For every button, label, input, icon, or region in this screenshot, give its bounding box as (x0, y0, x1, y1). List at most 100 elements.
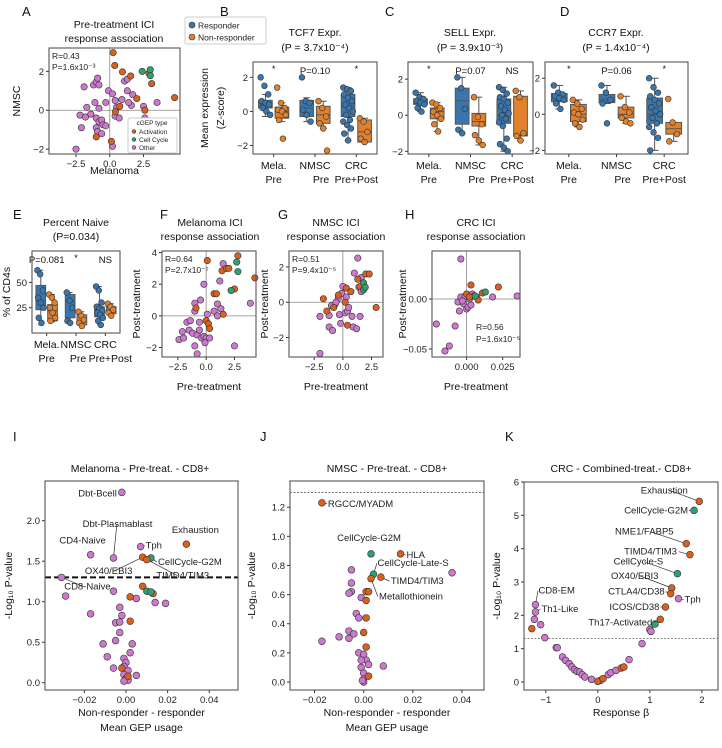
y-axis-label: -Log₁₀ P-value (246, 552, 258, 620)
category-label: Pre (70, 353, 87, 365)
panel-title: NMSC - Pre-treat. - CD8+ (327, 463, 447, 475)
y-tick-label: 2 (279, 262, 284, 273)
point-responder (497, 102, 505, 110)
category-label: CRC (94, 339, 117, 351)
point-other (335, 633, 343, 641)
point-responder (299, 106, 307, 113)
x-axis-label: Mean GEP usage (346, 722, 429, 734)
point-responder (458, 130, 466, 137)
point-responder (502, 115, 509, 123)
label-leader-line (61, 577, 84, 587)
category-label: NMSC (61, 339, 92, 351)
point-responder (455, 126, 462, 133)
point-other (467, 301, 475, 309)
point-other (118, 96, 126, 104)
point-other (103, 653, 111, 661)
labeled-point (686, 550, 694, 559)
point-responder (504, 99, 511, 106)
legend-title: cGEP type (137, 120, 168, 127)
point-other (191, 342, 199, 350)
point-other (455, 307, 463, 315)
category-label: Pre+Post (490, 174, 534, 186)
x-tick-label: 0.025 (491, 362, 515, 373)
axes-frame (44, 480, 239, 691)
point-activation (219, 310, 227, 318)
point-non-responder (275, 116, 283, 124)
point-non-responder (323, 147, 331, 154)
point-other (206, 334, 214, 342)
point-activation (334, 291, 342, 299)
category-label: Pre+Post (642, 174, 686, 186)
y-tick-label: 1 (514, 644, 519, 655)
point-activation (138, 582, 147, 591)
point-responder (550, 82, 557, 89)
x-tick-label: 0.0 (103, 159, 116, 170)
y-tick-label: 2 (514, 611, 519, 622)
point-responder (95, 287, 102, 294)
significance-annotation: P=0.07 (455, 66, 485, 77)
x-tick-label: −2.5 (305, 362, 324, 373)
point-other (123, 87, 131, 95)
point-responder (655, 100, 663, 107)
point-cell-cycle (138, 67, 146, 75)
point-other (625, 655, 633, 664)
panel-title: Pre-treatment ICI (74, 19, 155, 31)
point-other (489, 293, 497, 301)
axes-frame (407, 61, 534, 155)
point-other (195, 326, 203, 334)
significance-annotation: NS (506, 66, 519, 77)
labeled-point (531, 600, 540, 609)
point-responder (499, 122, 507, 130)
point-non-responder (569, 96, 577, 104)
point-responder (66, 319, 74, 327)
point-cell-cycle (233, 258, 241, 266)
panel-k: K CRC - Combined-treat.- CD8+ 0 1 2 3 4 5 6 −1 0 1 2… (491, 429, 719, 719)
point-responder (599, 100, 606, 107)
point-other (102, 98, 110, 106)
point-other (132, 671, 141, 680)
y-axis-label: -Log₁₀ P-value (491, 552, 503, 620)
point-activation (354, 275, 362, 283)
point-non-responder (626, 109, 633, 116)
legend-label: Activation (139, 129, 168, 136)
point-other (128, 640, 136, 648)
point-responder (602, 89, 610, 96)
stat-p: P=1.6x10⁻⁵ (476, 334, 520, 344)
point-other (536, 620, 545, 629)
y-axis-label: % of CD4s (1, 267, 13, 317)
labeled-point (666, 589, 675, 598)
point-activation (330, 304, 338, 312)
point-other (364, 660, 373, 669)
point-non-responder (279, 135, 287, 142)
point-responder (503, 90, 510, 97)
panel-e: E Percent Naive (P=0.034) 25 50% of CD4s P=0.… (1, 207, 132, 365)
point-non-responder (364, 128, 371, 136)
gep-label: Exhaustion (641, 485, 688, 496)
point-non-responder (571, 120, 579, 127)
point-non-responder (316, 120, 323, 127)
category-label: CRC (345, 160, 368, 172)
point-responder (39, 287, 47, 294)
panel-letter: B (220, 4, 229, 19)
point-cell-cycle (481, 288, 489, 296)
point-other (115, 114, 123, 122)
point-other (350, 269, 358, 277)
panel-title: CRC - Combined-treat.- CD8+ (551, 463, 692, 475)
point-responder (560, 96, 567, 104)
point-other (108, 90, 116, 98)
point-responder (347, 125, 355, 132)
point-non-responder (433, 112, 441, 119)
gep-label: RGCC/MYADM (328, 499, 393, 510)
gep-label: CTLA4/CD38 (608, 587, 665, 598)
point-non-responder (618, 114, 625, 122)
point-responder (418, 108, 425, 115)
panel-title: SELL Expr. (444, 27, 496, 39)
labeled-point (396, 550, 405, 558)
panel-title: response association (161, 231, 260, 243)
labeled-point (656, 615, 664, 624)
point-activation (109, 49, 117, 57)
axes-frame (31, 250, 121, 334)
y-tick-label: 2 (535, 74, 540, 85)
y-tick-label: −2 (392, 147, 403, 158)
point-other (109, 664, 118, 672)
